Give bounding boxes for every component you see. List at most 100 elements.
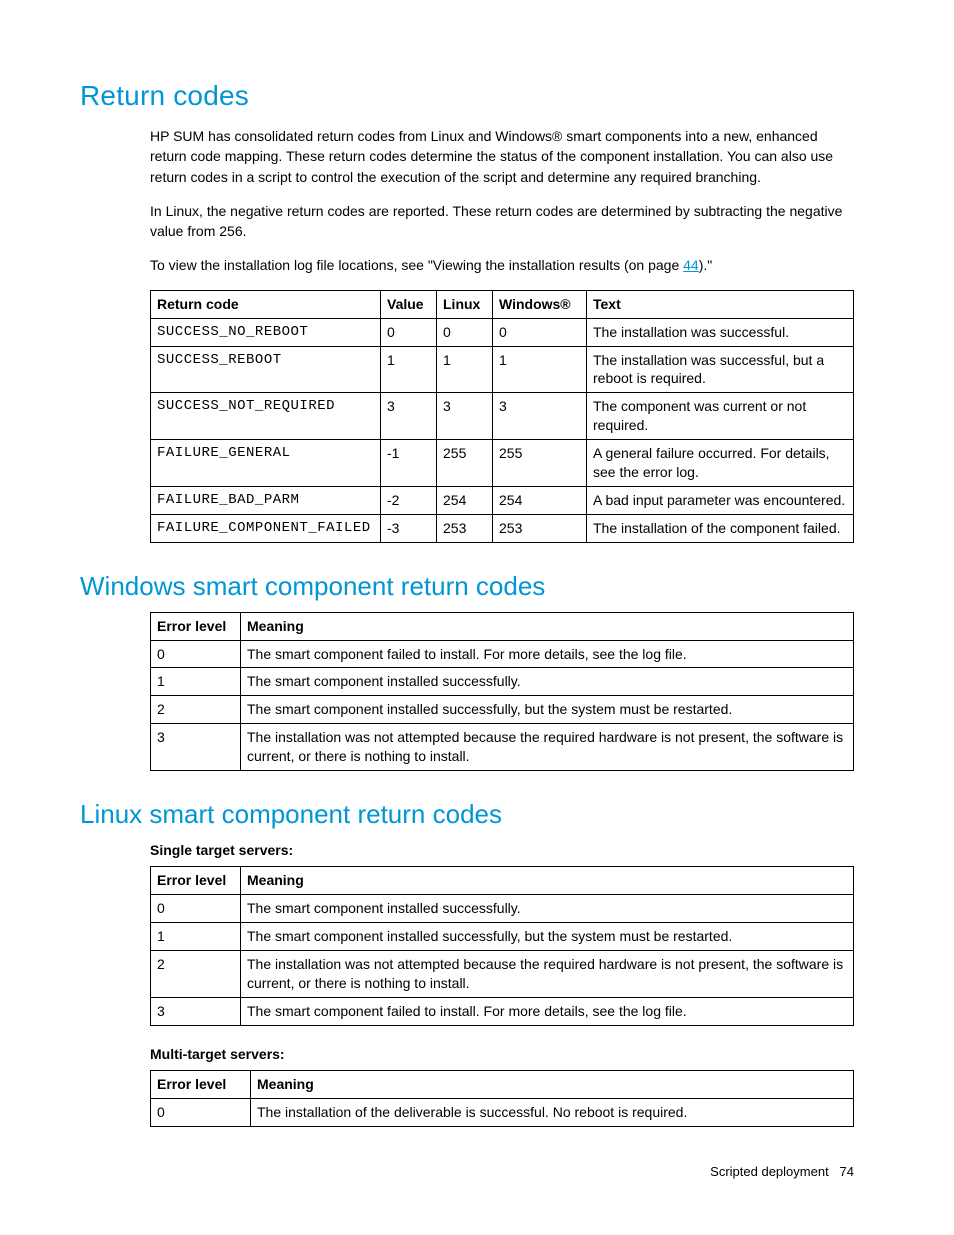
table-cell: The smart component installed successful… [241,696,854,724]
table-cell: The installation of the deliverable is s… [251,1098,854,1126]
col-return-code: Return code [151,290,381,318]
table-cell: -1 [381,440,437,487]
linux-multi-table: Error level Meaning 0The installation of… [150,1070,854,1127]
table-row: 1The smart component installed successfu… [151,668,854,696]
col-meaning: Meaning [241,612,854,640]
table-cell: 3 [437,393,493,440]
linux-single-table: Error level Meaning 0The smart component… [150,866,854,1025]
col-error-level: Error level [151,867,241,895]
table-cell: The installation was successful, but a r… [587,346,854,393]
table-cell: 0 [493,318,587,346]
table-cell: -2 [381,486,437,514]
table-cell: 2 [151,696,241,724]
table-cell: 253 [493,514,587,542]
table-cell: The smart component installed successful… [241,895,854,923]
table-cell: The installation of the component failed… [587,514,854,542]
table-cell: 0 [151,1098,251,1126]
table-cell: The installation was not attempted becau… [241,951,854,998]
table-cell: 0 [151,640,241,668]
table-cell: A bad input parameter was encountered. [587,486,854,514]
table-cell: 254 [493,486,587,514]
table-row: FAILURE_COMPONENT_FAILED-3253253The inst… [151,514,854,542]
footer-section: Scripted deployment [710,1164,829,1179]
paragraph: To view the installation log file locati… [150,255,854,275]
heading-windows-codes: Windows smart component return codes [80,571,854,602]
table-cell: SUCCESS_REBOOT [151,346,381,393]
table-cell: 253 [437,514,493,542]
table-row: 2The smart component installed successfu… [151,696,854,724]
table-cell: -3 [381,514,437,542]
paragraph: In Linux, the negative return codes are … [150,201,854,242]
table-cell: 3 [381,393,437,440]
table-row: SUCCESS_NOT_REQUIRED333The component was… [151,393,854,440]
table-cell: The smart component failed to install. F… [241,997,854,1025]
document-page: Return codes HP SUM has consolidated ret… [0,0,954,1177]
table-row: SUCCESS_REBOOT111The installation was su… [151,346,854,393]
table-cell: The installation was not attempted becau… [241,724,854,771]
table-row: SUCCESS_NO_REBOOT000The installation was… [151,318,854,346]
table-cell: 1 [151,923,241,951]
page-footer: Scripted deployment 74 [710,1164,854,1179]
table-cell: 0 [381,318,437,346]
table-header-row: Error level Meaning [151,612,854,640]
table-row: 2The installation was not attempted beca… [151,951,854,998]
table-row: FAILURE_BAD_PARM-2254254A bad input para… [151,486,854,514]
text-fragment: )." [699,257,713,273]
table-row: 3The smart component failed to install. … [151,997,854,1025]
table-cell: The smart component installed successful… [241,668,854,696]
table-cell: 3 [151,724,241,771]
windows-codes-table: Error level Meaning 0The smart component… [150,612,854,771]
table-cell: SUCCESS_NO_REBOOT [151,318,381,346]
table-cell: 255 [437,440,493,487]
table-cell: FAILURE_COMPONENT_FAILED [151,514,381,542]
table-row: 0The smart component failed to install. … [151,640,854,668]
table-cell: FAILURE_BAD_PARM [151,486,381,514]
section-body: Error level Meaning 0The smart component… [150,612,854,771]
table-cell: The component was current or not require… [587,393,854,440]
heading-linux-codes: Linux smart component return codes [80,799,854,830]
paragraph: HP SUM has consolidated return codes fro… [150,126,854,187]
col-meaning: Meaning [241,867,854,895]
col-meaning: Meaning [251,1070,854,1098]
table-cell: 2 [151,951,241,998]
table-cell: 1 [493,346,587,393]
table-cell: FAILURE_GENERAL [151,440,381,487]
col-linux: Linux [437,290,493,318]
table-row: FAILURE_GENERAL-1255255A general failure… [151,440,854,487]
table-header-row: Return code Value Linux Windows® Text [151,290,854,318]
table-header-row: Error level Meaning [151,1070,854,1098]
table-row: 0The installation of the deliverable is … [151,1098,854,1126]
col-error-level: Error level [151,612,241,640]
table-cell: 0 [151,895,241,923]
table-cell: 3 [493,393,587,440]
heading-return-codes: Return codes [80,80,854,112]
table-cell: 1 [437,346,493,393]
footer-page-number: 74 [840,1164,854,1179]
single-target-label: Single target servers: [150,840,854,860]
col-value: Value [381,290,437,318]
col-windows: Windows® [493,290,587,318]
table-cell: A general failure occurred. For details,… [587,440,854,487]
table-cell: The smart component failed to install. F… [241,640,854,668]
multi-target-label: Multi-target servers: [150,1044,854,1064]
table-cell: 0 [437,318,493,346]
table-cell: 3 [151,997,241,1025]
table-cell: SUCCESS_NOT_REQUIRED [151,393,381,440]
return-codes-table: Return code Value Linux Windows® Text SU… [150,290,854,543]
section-body: Single target servers: Error level Meani… [150,840,854,1127]
col-error-level: Error level [151,1070,251,1098]
table-cell: 254 [437,486,493,514]
col-text: Text [587,290,854,318]
table-cell: The installation was successful. [587,318,854,346]
table-cell: The smart component installed successful… [241,923,854,951]
table-row: 3The installation was not attempted beca… [151,724,854,771]
section-body: HP SUM has consolidated return codes fro… [150,126,854,543]
table-header-row: Error level Meaning [151,867,854,895]
text-fragment: To view the installation log file locati… [150,257,683,273]
table-cell: 255 [493,440,587,487]
table-cell: 1 [381,346,437,393]
table-cell: 1 [151,668,241,696]
table-row: 1The smart component installed successfu… [151,923,854,951]
page-link[interactable]: 44 [683,257,699,273]
table-row: 0The smart component installed successfu… [151,895,854,923]
